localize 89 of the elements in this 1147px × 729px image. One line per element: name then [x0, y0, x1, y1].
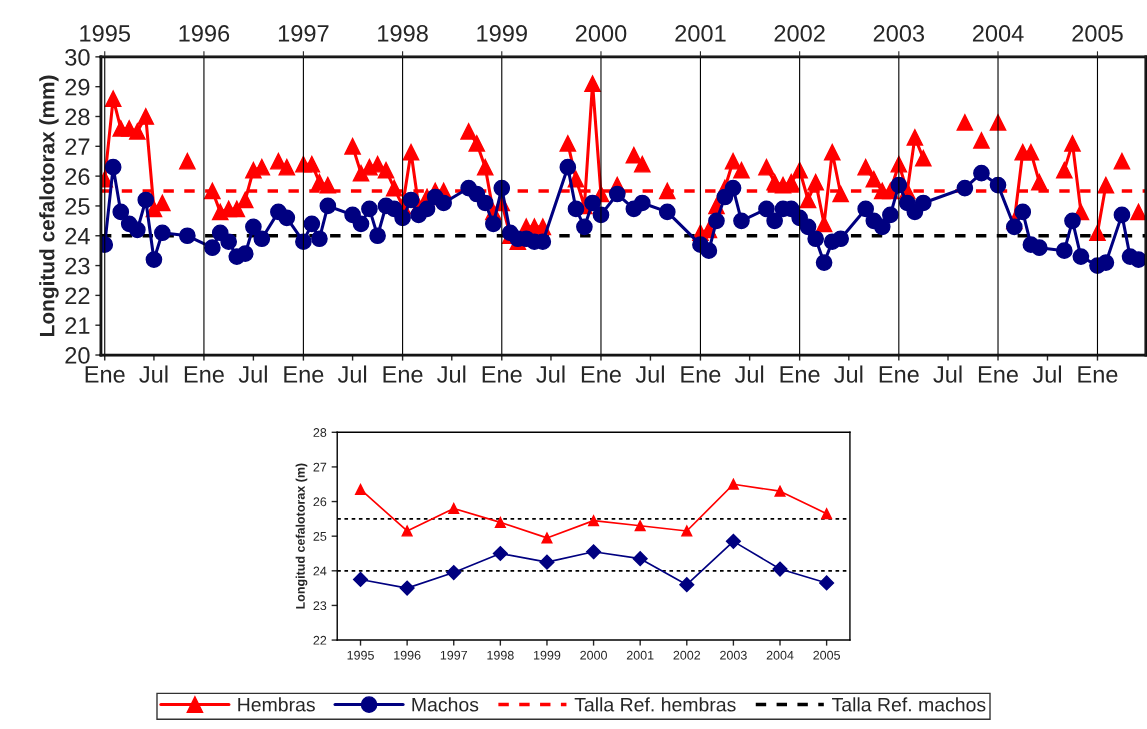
- y-axis-title: Longitud cefalotorax (m): [295, 463, 308, 609]
- point: [632, 551, 648, 567]
- x-tick-label: 1998: [487, 650, 514, 660]
- y-tick-label: 25: [65, 198, 90, 215]
- x2-tick-label: 2003: [873, 25, 925, 42]
- x-tick-label: Jul: [734, 365, 764, 383]
- point: [819, 575, 835, 591]
- x-tick-label: Jul: [437, 365, 466, 383]
- point: [588, 515, 600, 527]
- x-tick-label: 2001: [626, 650, 654, 660]
- x-tick-label: Jul: [933, 365, 962, 383]
- point: [772, 561, 788, 577]
- x-tick-label: 2000: [580, 650, 607, 660]
- x2-tick-label: 1997: [278, 25, 329, 42]
- x-tick-label: Ene: [780, 366, 820, 383]
- point: [679, 577, 695, 593]
- point: [492, 545, 508, 562]
- x-tick-label: Jul: [635, 365, 664, 383]
- x-tick-label: Ene: [581, 366, 621, 383]
- x2-tick-label: 2004: [972, 25, 1024, 42]
- x2-tick-label: 1996: [179, 25, 230, 42]
- point: [821, 508, 833, 520]
- x-tick-label: Jul: [834, 365, 863, 383]
- x2-tick-label: 2005: [1072, 25, 1123, 42]
- x-tick-label: Ene: [85, 366, 125, 383]
- x-tick-label: Ene: [1078, 366, 1118, 383]
- x-tick-label: Ene: [383, 366, 423, 383]
- x-tick-label: Ene: [978, 366, 1018, 383]
- point: [774, 485, 786, 497]
- y-tick-label: 24: [65, 227, 90, 245]
- y-tick-label: 22: [313, 635, 327, 645]
- y-tick-label: 27: [313, 462, 327, 472]
- y-tick-label: 23: [313, 601, 327, 611]
- y-tick-label: 29: [65, 78, 90, 96]
- x-tick-label: Ene: [482, 366, 522, 383]
- x2-tick-label: 1998: [378, 25, 428, 42]
- y-tick-label: 28: [313, 428, 327, 437]
- y-tick-label: 25: [313, 531, 327, 541]
- legend-label: Talla Ref. machos: [832, 697, 986, 712]
- point: [401, 525, 413, 537]
- x-tick-label: 2003: [720, 650, 747, 660]
- x-tick-label: Jul: [1032, 365, 1061, 383]
- x-tick-label: Ene: [879, 366, 919, 383]
- x-tick-label: 1997: [440, 650, 468, 660]
- point: [727, 478, 739, 490]
- x-tick-label: Jul: [139, 365, 168, 383]
- point: [354, 483, 367, 495]
- point: [448, 502, 460, 515]
- point: [586, 544, 602, 560]
- y-tick-label: 20: [65, 347, 90, 364]
- x-tick-label: Ene: [184, 366, 224, 383]
- point: [446, 564, 462, 581]
- legend-label: Talla Ref. hembras: [574, 697, 736, 712]
- y-axis-title: Longitud cefalotorax (mm): [39, 75, 59, 336]
- y-tick-label: 23: [65, 257, 90, 275]
- legend-label: Machos: [412, 697, 479, 712]
- point: [681, 525, 693, 537]
- x-tick-label: Jul: [536, 365, 565, 383]
- x-tick-label: 2004: [766, 650, 794, 660]
- x2-tick-label: 2000: [575, 25, 627, 42]
- point: [541, 532, 553, 544]
- y-tick-label: 22: [65, 287, 90, 304]
- y-tick-label: 21: [65, 317, 90, 334]
- point: [634, 520, 646, 532]
- point: [494, 516, 506, 528]
- y-tick-label: 28: [65, 108, 90, 126]
- point: [539, 554, 555, 570]
- y-tick-label: 30: [65, 48, 90, 66]
- point: [352, 571, 369, 588]
- x-tick-label: 2002: [673, 650, 701, 660]
- y-tick-label: 26: [313, 497, 327, 507]
- x-tick-label: 2005: [813, 650, 840, 660]
- point: [399, 580, 415, 596]
- x-tick-label: Jul: [238, 365, 267, 383]
- x-tick-label: Ene: [284, 366, 324, 383]
- legend-label: Hembras: [238, 697, 315, 712]
- y-tick-label: 24: [313, 566, 327, 576]
- y-tick-label: 27: [65, 138, 90, 155]
- x-tick-label: 1999: [534, 650, 561, 660]
- x-tick-label: Ene: [681, 366, 721, 383]
- x2-tick-label: 2002: [774, 25, 825, 42]
- x-tick-label: 1996: [394, 650, 421, 660]
- x2-tick-label: 1995: [80, 25, 131, 42]
- x-tick-label: Jul: [337, 365, 367, 383]
- x-tick-label: 1995: [347, 650, 374, 660]
- y-tick-label: 26: [65, 168, 90, 185]
- point: [725, 533, 741, 549]
- x2-tick-label: 2001: [675, 25, 726, 42]
- x2-tick-label: 1999: [477, 25, 527, 42]
